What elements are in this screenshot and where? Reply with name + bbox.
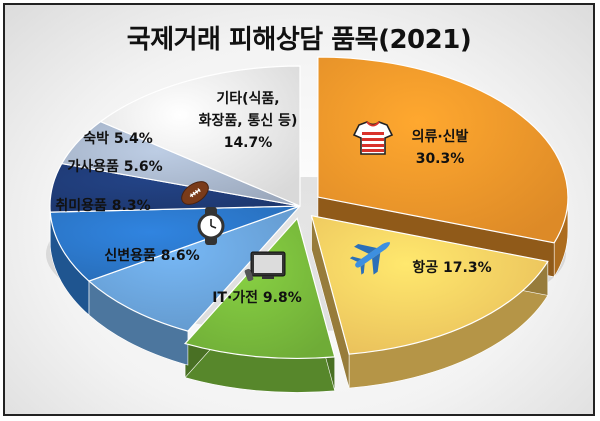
- pie-tops: [49, 56, 569, 360]
- pie-slice-8: [99, 65, 301, 207]
- pie-icons: [181, 121, 394, 282]
- slice-label-1: 의류·신발 30.3%: [412, 128, 469, 167]
- tv-icon: [244, 251, 286, 282]
- watch-icon: [197, 207, 225, 245]
- slice-label-3: IT·가전 9.8%: [212, 289, 302, 306]
- slice-label-line: 의류·신발: [412, 128, 469, 145]
- slice-label-line: IT·가전 9.8%: [212, 289, 302, 306]
- slice-label-line: 항공 17.3%: [412, 259, 491, 276]
- tshirt-icon: [352, 121, 394, 155]
- slice-label-line: 기타(식품,: [216, 91, 279, 107]
- slice-label-line: 화장품, 통신 등): [199, 112, 298, 129]
- chart-title: 국제거래 피해상담 품목(2021): [126, 25, 472, 55]
- pie-labels: 의류·신발 30.3% 항공 17.3% IT·가전 9.8% 신변용품 8.6% 취미용…: [55, 91, 491, 306]
- slice-label-line: 가사용품 5.6%: [67, 159, 162, 175]
- pie-slice-3: [183, 217, 336, 360]
- pie-slice-4: [87, 205, 301, 332]
- slice-label-5: 취미용품 8.3%: [55, 198, 150, 214]
- slice-label-6: 가사용품 5.6%: [67, 159, 162, 175]
- slice-label-line: 숙박 5.4%: [83, 130, 152, 147]
- slice-label-line: 30.3%: [416, 151, 465, 167]
- slice-label-7: 숙박 5.4%: [83, 130, 152, 147]
- football-icon: [181, 181, 209, 205]
- slice-label-line: 신변용품 8.6%: [104, 248, 199, 264]
- slice-label-line: 취미용품 8.3%: [55, 198, 150, 214]
- slice-label-line: 14.7%: [224, 135, 273, 151]
- slice-label-8: 기타(식품, 화장품, 통신 등) 14.7%: [199, 91, 298, 151]
- pie-slice-5: [49, 205, 301, 282]
- pie-slice-1: [317, 56, 569, 244]
- airplane-icon: [349, 242, 391, 275]
- slice-label-2: 항공 17.3%: [412, 259, 491, 276]
- slice-label-4: 신변용품 8.6%: [104, 248, 199, 264]
